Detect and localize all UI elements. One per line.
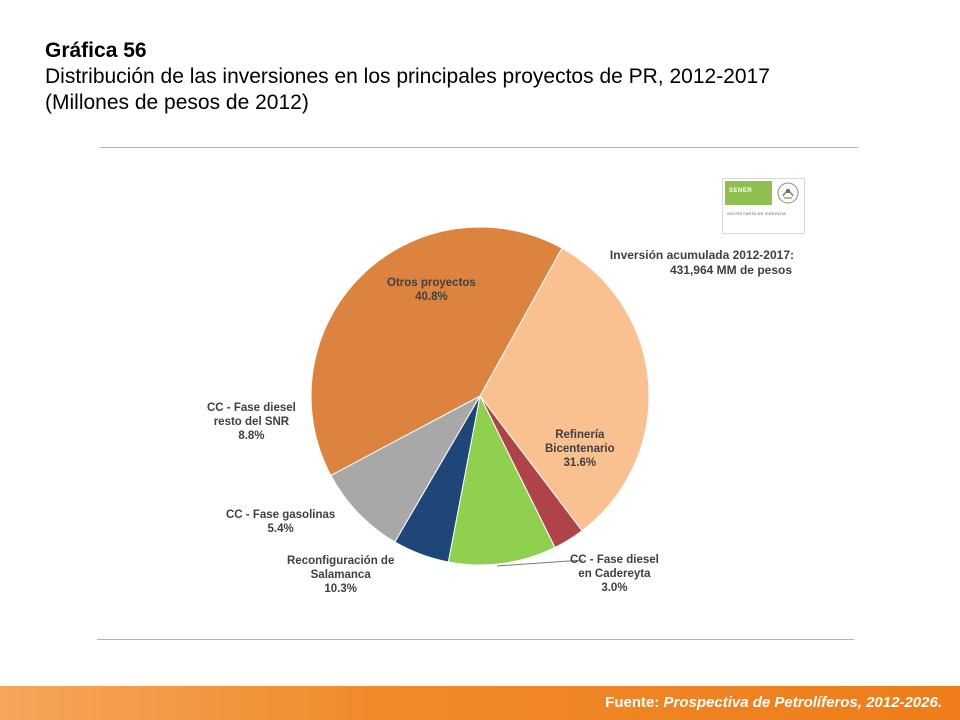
pie-slice-otros bbox=[310, 226, 563, 477]
source-text: Fuente: Prospectiva de Petrolíferos, 201… bbox=[605, 694, 942, 711]
source-footer: Fuente: Prospectiva de Petrolíferos, 201… bbox=[0, 686, 960, 720]
chart-unit: (Millones de pesos de 2012) bbox=[45, 91, 309, 114]
pie-slice-refineria bbox=[479, 247, 650, 532]
source-title: Prospectiva de Petrolíferos, 2012-2026. bbox=[663, 694, 942, 711]
pie-slice-salamanca bbox=[447, 394, 556, 566]
slice-label-cadereyta-line2: en Cadereyta bbox=[578, 568, 651, 580]
slice-label-refineria: Refinería Bicentenario 31.6% bbox=[545, 428, 615, 470]
slice-label-snr-line2: resto del SNR bbox=[213, 416, 290, 428]
annotation-line2: 431,964 MM de pesos bbox=[669, 263, 792, 277]
slice-value-salamanca: 10.3% bbox=[324, 583, 357, 595]
bottom-divider bbox=[97, 639, 854, 640]
slice-value-cadereyta: 3.0% bbox=[601, 582, 628, 594]
slice-value-refineria: 31.6% bbox=[563, 457, 597, 469]
source-prefix: Fuente: bbox=[605, 694, 664, 711]
figure-number: Gráfica 56 bbox=[45, 39, 147, 62]
sener-logo: SENER SECRETARÍA DE ENERGÍA bbox=[722, 178, 805, 234]
slice-label-salamanca: Reconfiguración de Salamanca 10.3% bbox=[287, 554, 394, 596]
top-divider bbox=[100, 147, 858, 148]
leader-line-cadereyta bbox=[496, 559, 584, 567]
slice-label-otros: Otros proyectos 40.8% bbox=[387, 276, 476, 304]
slice-label-cadereyta-line1: CC - Fase diesel bbox=[570, 554, 659, 566]
slice-label-refineria-line1: Refinería bbox=[555, 429, 605, 441]
chart-header: Gráfica 56 Distribución de las inversion… bbox=[45, 38, 925, 116]
chart-title: Distribución de las inversiones en los p… bbox=[45, 65, 770, 88]
annotation-line1: Inversión acumulada 2012-2017: bbox=[609, 248, 794, 262]
slice-label-snr-line1: CC - Fase diesel bbox=[207, 402, 296, 414]
sener-logo-text: SENER bbox=[729, 188, 753, 194]
slice-label-refineria-line2: Bicentenario bbox=[545, 443, 615, 455]
sener-logo-subtitle: SECRETARÍA DE ENERGÍA bbox=[727, 211, 787, 216]
total-investment-annotation: Inversión acumulada 2012-2017: 431,964 M… bbox=[578, 248, 794, 278]
slice-value-otros: 40.8% bbox=[415, 291, 448, 303]
slice-label-salamanca-line2: Salamanca bbox=[310, 569, 371, 581]
slice-label-snr: CC - Fase diesel resto del SNR 8.8% bbox=[207, 401, 296, 443]
slice-label-gasolinas: CC - Fase gasolinas 5.4% bbox=[226, 508, 335, 536]
pie-slice-snr bbox=[330, 394, 482, 543]
slice-label-otros-line1: Otros proyectos bbox=[387, 277, 476, 289]
slice-label-cadereyta: CC - Fase diesel en Cadereyta 3.0% bbox=[570, 553, 659, 595]
sener-logo-band bbox=[725, 181, 772, 205]
slice-value-snr: 8.8% bbox=[238, 430, 265, 442]
mexico-seal-icon bbox=[777, 182, 799, 204]
slice-value-gasolinas: 5.4% bbox=[267, 523, 294, 535]
slice-label-salamanca-line1: Reconfiguración de bbox=[287, 555, 395, 567]
slice-label-gasolinas-line1: CC - Fase gasolinas bbox=[226, 509, 336, 521]
